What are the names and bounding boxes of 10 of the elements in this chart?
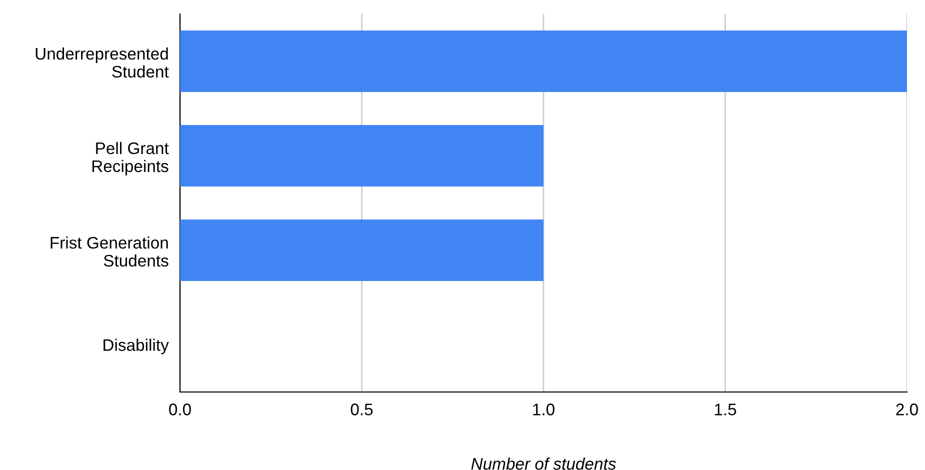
y-tick-label: Frist Generation Students [50,236,168,267]
x-tick-label: 2.0 [896,404,918,416]
x-tick-label: 0.0 [169,404,191,416]
x-tick-label: 0.5 [350,404,373,416]
y-tick-label: Disability [104,338,169,354]
y-tick-label: Pell Grant Recipeints [92,142,169,176]
x-tick-label: 1.0 [533,404,554,416]
x-tick-label: 1.5 [714,404,736,416]
y-tick-label: Underrepresented Student [36,47,169,78]
x-axis-title: Number of students [471,458,616,470]
